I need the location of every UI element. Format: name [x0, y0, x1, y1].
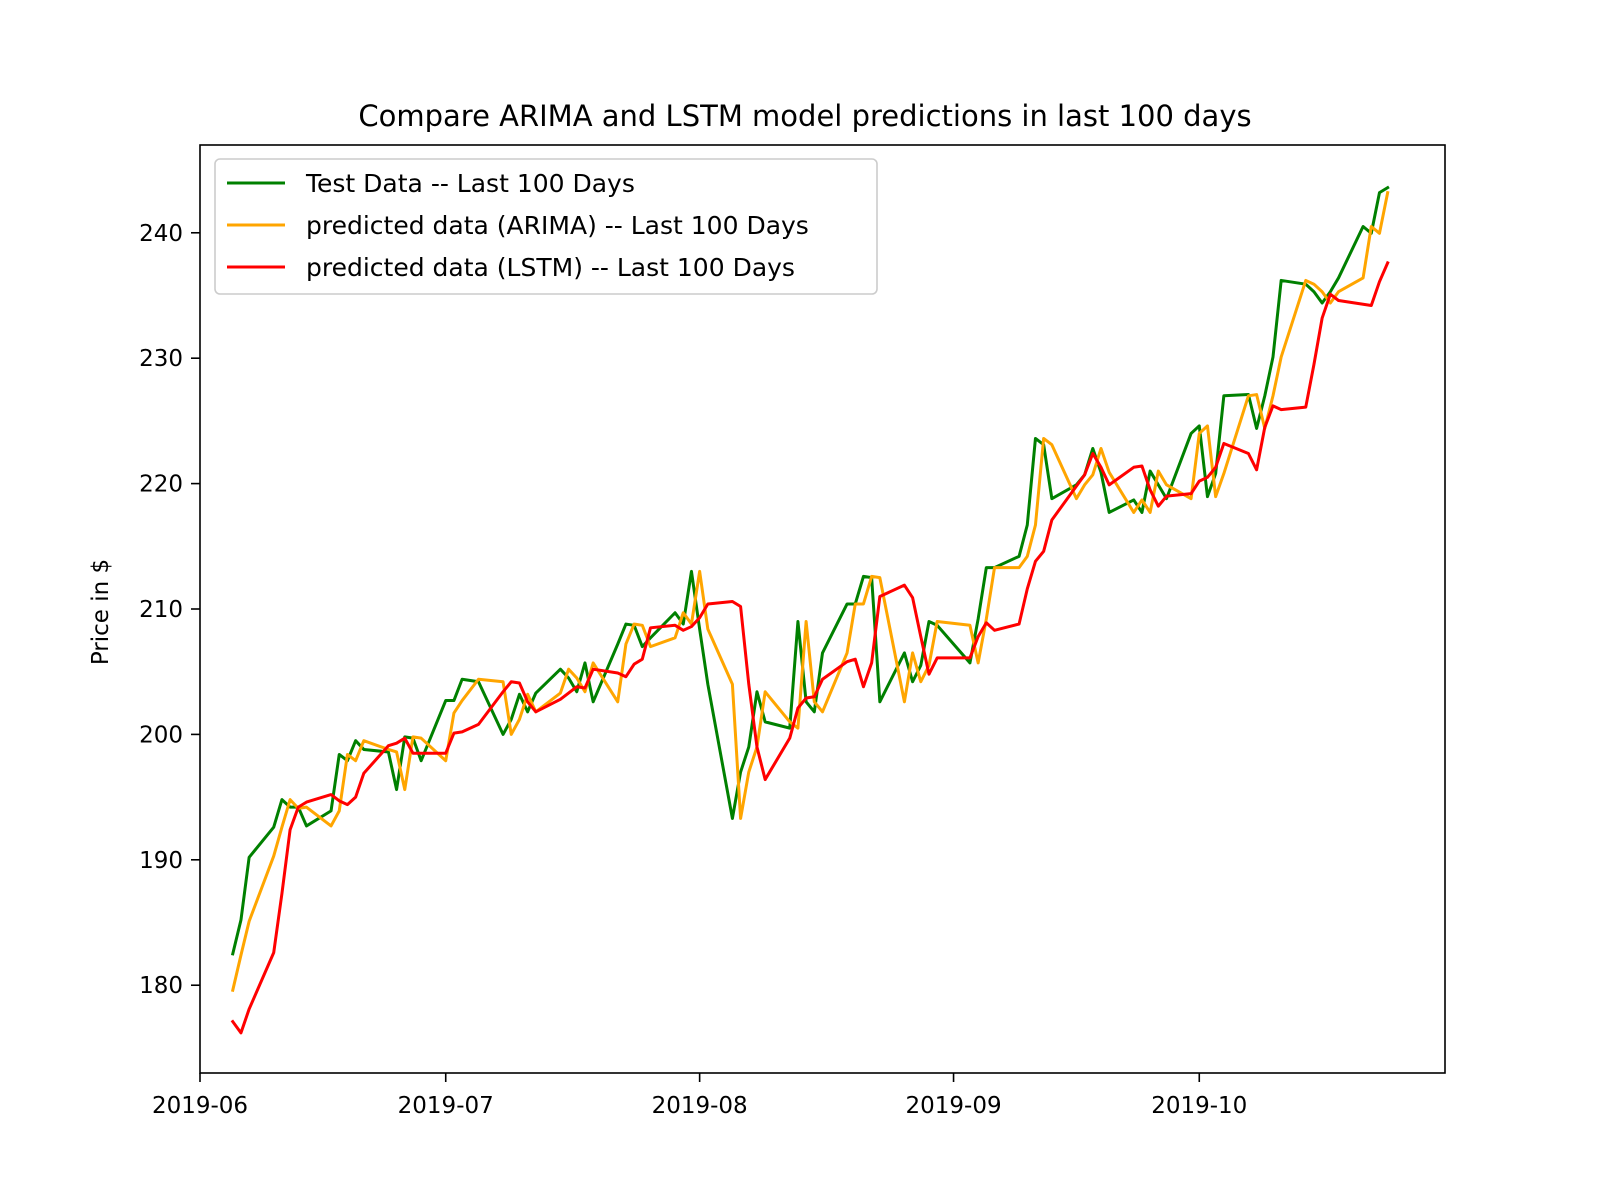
x-tick-label: 2019-08 — [652, 1093, 748, 1119]
legend-box — [214, 158, 878, 295]
x-tick-label: 2019-06 — [152, 1093, 248, 1119]
y-tick-label: 220 — [139, 472, 183, 498]
series-line-3 — [230, 260, 1390, 1035]
legend-label-2: predicted data (ARIMA) -- Last 100 Days — [306, 211, 809, 240]
y-tick-label: 190 — [139, 848, 183, 874]
series-line-1 — [230, 185, 1390, 956]
y-tick-label: 210 — [139, 597, 183, 623]
x-tick-label: 2019-10 — [1151, 1093, 1247, 1119]
series-line-2 — [230, 190, 1390, 993]
legend-label-1: Test Data -- Last 100 Days — [305, 169, 635, 198]
x-axis-ticks: 2019-06 2019-07 2019-08 2019-09 2019-10 — [152, 1073, 1247, 1119]
y-tick-label: 180 — [139, 973, 183, 999]
x-tick-label: 2019-07 — [398, 1093, 494, 1119]
series-lines — [230, 185, 1390, 1035]
x-tick-label: 2019-09 — [905, 1093, 1001, 1119]
legend: Test Data -- Last 100 Days predicted data… — [214, 158, 878, 295]
legend-label-3: predicted data (LSTM) -- Last 100 Days — [306, 253, 795, 282]
y-tick-label: 230 — [139, 346, 183, 372]
chart-title: Compare ARIMA and LSTM model predictions… — [358, 99, 1251, 133]
y-axis-label: Price in $ — [88, 559, 114, 665]
y-axis-ticks: 180 190 200 210 220 230 240 — [139, 221, 200, 999]
y-tick-label: 200 — [139, 722, 183, 748]
y-tick-label: 240 — [139, 221, 183, 247]
legend-entries: Test Data -- Last 100 Days predicted data… — [227, 169, 809, 282]
